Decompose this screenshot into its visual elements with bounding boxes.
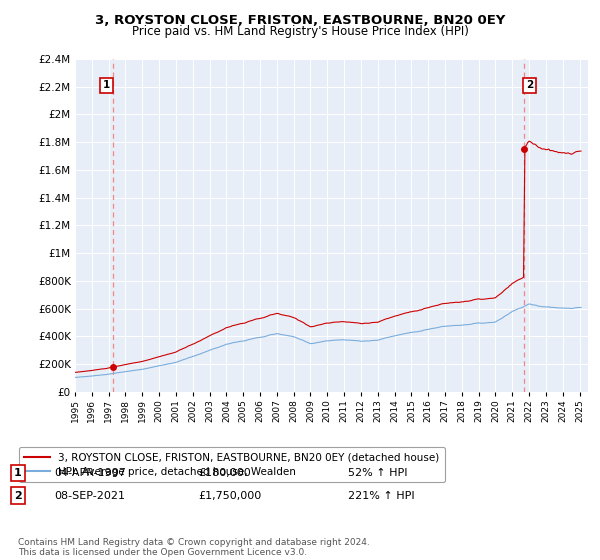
Text: £1,750,000: £1,750,000 xyxy=(198,491,261,501)
Text: 52% ↑ HPI: 52% ↑ HPI xyxy=(348,468,407,478)
Text: 221% ↑ HPI: 221% ↑ HPI xyxy=(348,491,415,501)
Text: Price paid vs. HM Land Registry's House Price Index (HPI): Price paid vs. HM Land Registry's House … xyxy=(131,25,469,38)
Text: 2: 2 xyxy=(526,81,533,91)
Text: 1: 1 xyxy=(14,468,22,478)
Text: £180,000: £180,000 xyxy=(198,468,251,478)
Text: 08-SEP-2021: 08-SEP-2021 xyxy=(54,491,125,501)
Text: Contains HM Land Registry data © Crown copyright and database right 2024.
This d: Contains HM Land Registry data © Crown c… xyxy=(18,538,370,557)
Legend: 3, ROYSTON CLOSE, FRISTON, EASTBOURNE, BN20 0EY (detached house), HPI: Average p: 3, ROYSTON CLOSE, FRISTON, EASTBOURNE, B… xyxy=(19,447,445,482)
Text: 04-APR-1997: 04-APR-1997 xyxy=(54,468,126,478)
Text: 2: 2 xyxy=(14,491,22,501)
Text: 1: 1 xyxy=(103,81,110,91)
Text: 3, ROYSTON CLOSE, FRISTON, EASTBOURNE, BN20 0EY: 3, ROYSTON CLOSE, FRISTON, EASTBOURNE, B… xyxy=(95,14,505,27)
